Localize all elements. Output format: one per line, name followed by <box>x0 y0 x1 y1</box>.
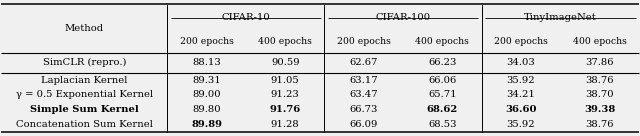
Text: 89.89: 89.89 <box>191 120 222 129</box>
Text: 68.62: 68.62 <box>427 105 458 114</box>
Text: Laplacian Kernel: Laplacian Kernel <box>41 76 127 85</box>
Text: 66.09: 66.09 <box>349 120 378 129</box>
Text: TinyImageNet: TinyImageNet <box>524 13 596 22</box>
Text: 38.76: 38.76 <box>585 120 614 129</box>
Text: 200 epochs: 200 epochs <box>180 38 234 47</box>
Text: Simple Sum Kernel: Simple Sum Kernel <box>30 105 139 114</box>
Text: 400 epochs: 400 epochs <box>415 38 469 47</box>
Text: 35.92: 35.92 <box>507 76 535 85</box>
Text: Method: Method <box>65 24 104 33</box>
Text: 90.59: 90.59 <box>271 58 300 67</box>
Text: Concatenation Sum Kernel: Concatenation Sum Kernel <box>16 120 153 129</box>
Text: 34.21: 34.21 <box>506 90 535 99</box>
Text: CIFAR-100: CIFAR-100 <box>376 13 431 22</box>
Text: 89.80: 89.80 <box>192 105 221 114</box>
Text: 400 epochs: 400 epochs <box>259 38 312 47</box>
Text: 38.76: 38.76 <box>585 76 614 85</box>
Text: 400 epochs: 400 epochs <box>573 38 627 47</box>
Text: γ = 0.5 Exponential Kernel: γ = 0.5 Exponential Kernel <box>16 90 153 99</box>
Text: 68.53: 68.53 <box>428 120 456 129</box>
Text: 63.47: 63.47 <box>349 90 378 99</box>
Text: 91.05: 91.05 <box>271 76 300 85</box>
Text: 66.06: 66.06 <box>428 76 456 85</box>
Text: SimCLR (repro.): SimCLR (repro.) <box>43 58 126 67</box>
Text: 89.00: 89.00 <box>192 90 221 99</box>
Text: 89.31: 89.31 <box>192 76 221 85</box>
Text: 91.28: 91.28 <box>271 120 300 129</box>
Text: 62.67: 62.67 <box>349 58 378 67</box>
Text: CIFAR-10: CIFAR-10 <box>221 13 270 22</box>
Text: 200 epochs: 200 epochs <box>494 38 548 47</box>
Text: 66.23: 66.23 <box>428 58 456 67</box>
Text: 63.17: 63.17 <box>349 76 378 85</box>
Text: 200 epochs: 200 epochs <box>337 38 390 47</box>
Text: 65.71: 65.71 <box>428 90 456 99</box>
Text: 66.73: 66.73 <box>349 105 378 114</box>
Text: 36.60: 36.60 <box>505 105 536 114</box>
Text: 91.76: 91.76 <box>269 105 301 114</box>
Text: 35.92: 35.92 <box>507 120 535 129</box>
Text: 38.70: 38.70 <box>585 90 614 99</box>
Text: 88.13: 88.13 <box>192 58 221 67</box>
Text: 91.23: 91.23 <box>271 90 300 99</box>
Text: 37.86: 37.86 <box>585 58 614 67</box>
Text: 39.38: 39.38 <box>584 105 615 114</box>
Text: 34.03: 34.03 <box>506 58 535 67</box>
